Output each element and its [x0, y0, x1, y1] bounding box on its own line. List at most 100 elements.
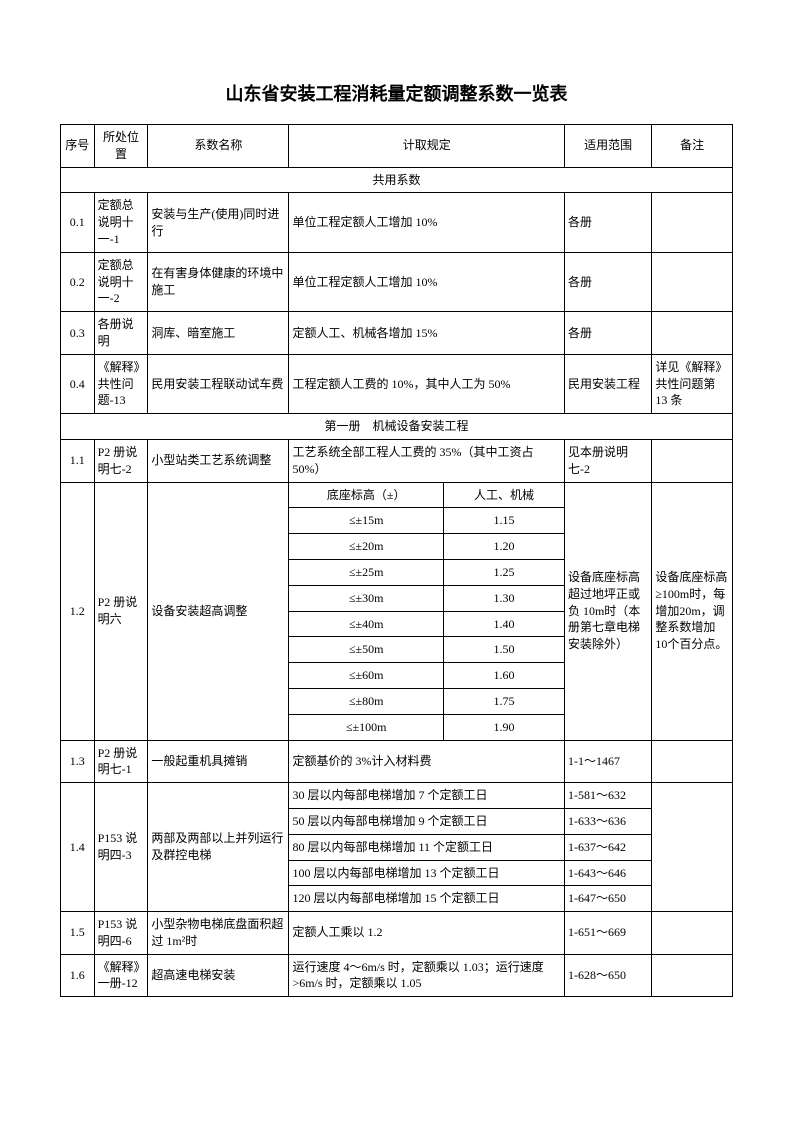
sub-cell-left: ≤±25m: [289, 559, 444, 585]
cell-rule: 80 层以内每部电梯增加 11 个定额工日: [289, 834, 565, 860]
header-seq: 序号: [61, 125, 95, 168]
section-row: 共用系数: [61, 167, 733, 193]
sub-header-right: 人工、机械: [443, 482, 564, 508]
cell-note: [652, 954, 733, 997]
cell-rule: 30 层以内每部电梯增加 7 个定额工日: [289, 783, 565, 809]
sub-cell-right: 1.40: [443, 611, 564, 637]
table-row: 1.2 P2 册说明六 设备安装超高调整 底座标高（±） 人工、机械 设备底座标…: [61, 482, 733, 508]
cell-name: 两部及两部以上并列运行及群控电梯: [148, 783, 289, 912]
cell-scope: 1-628～650: [564, 954, 651, 997]
sub-cell-left: ≤±20m: [289, 534, 444, 560]
cell-note: [652, 740, 733, 783]
cell-seq: 1.3: [61, 740, 95, 783]
sub-cell-right: 1.50: [443, 637, 564, 663]
header-note: 备注: [652, 125, 733, 168]
cell-loc: 《解释》一册-12: [94, 954, 148, 997]
cell-name: 一般起重机具摊销: [148, 740, 289, 783]
cell-rule: 单位工程定额人工增加 10%: [289, 193, 565, 252]
cell-scope: 1-643～646: [564, 860, 651, 886]
cell-rule: 工艺系统全部工程人工费的 35%（其中工资占 50%）: [289, 439, 565, 482]
cell-seq: 1.4: [61, 783, 95, 912]
cell-name: 民用安装工程联动试车费: [148, 354, 289, 413]
cell-name: 在有害身体健康的环境中施工: [148, 252, 289, 311]
cell-name: 小型杂物电梯底盘面积超过 1m²时: [148, 912, 289, 955]
header-row: 序号 所处位置 系数名称 计取规定 适用范围 备注: [61, 125, 733, 168]
section1-title: 共用系数: [61, 167, 733, 193]
cell-note: [652, 252, 733, 311]
header-scope: 适用范围: [564, 125, 651, 168]
section2-title: 第一册 机械设备安装工程: [61, 414, 733, 440]
sub-cell-left: ≤±15m: [289, 508, 444, 534]
cell-scope: 1-637～642: [564, 834, 651, 860]
cell-loc: 定额总说明十一-1: [94, 193, 148, 252]
cell-loc: 定额总说明十一-2: [94, 252, 148, 311]
cell-scope: 1-647～650: [564, 886, 651, 912]
sub-cell-right: 1.15: [443, 508, 564, 534]
header-name: 系数名称: [148, 125, 289, 168]
cell-scope: 见本册说明七-2: [564, 439, 651, 482]
cell-seq: 1.5: [61, 912, 95, 955]
sub-cell-left: ≤±80m: [289, 688, 444, 714]
cell-seq: 0.2: [61, 252, 95, 311]
cell-scope: 各册: [564, 252, 651, 311]
header-loc: 所处位置: [94, 125, 148, 168]
cell-loc: P2 册说明七-2: [94, 439, 148, 482]
cell-note: [652, 783, 733, 912]
cell-note: [652, 439, 733, 482]
cell-rule: 定额基价的 3%计入材料费: [289, 740, 565, 783]
cell-rule: 100 层以内每部电梯增加 13 个定额工日: [289, 860, 565, 886]
cell-name: 设备安装超高调整: [148, 482, 289, 740]
cell-loc: P153 说明四-6: [94, 912, 148, 955]
cell-loc: P2 册说明七-1: [94, 740, 148, 783]
sub-cell-right: 1.90: [443, 714, 564, 740]
cell-scope: 各册: [564, 193, 651, 252]
cell-seq: 1.6: [61, 954, 95, 997]
cell-note: [652, 912, 733, 955]
main-table: 序号 所处位置 系数名称 计取规定 适用范围 备注 共用系数 0.1 定额总说明…: [60, 124, 733, 997]
sub-cell-right: 1.20: [443, 534, 564, 560]
cell-note: 详见《解释》共性问题第 13 条: [652, 354, 733, 413]
header-rule: 计取规定: [289, 125, 565, 168]
table-row: 1.5 P153 说明四-6 小型杂物电梯底盘面积超过 1m²时 定额人工乘以 …: [61, 912, 733, 955]
table-row: 0.2 定额总说明十一-2 在有害身体健康的环境中施工 单位工程定额人工增加 1…: [61, 252, 733, 311]
cell-loc: P2 册说明六: [94, 482, 148, 740]
sub-cell-left: ≤±50m: [289, 637, 444, 663]
sub-cell-right: 1.60: [443, 663, 564, 689]
cell-scope: 各册: [564, 312, 651, 355]
cell-loc: 各册说明: [94, 312, 148, 355]
table-row: 1.3 P2 册说明七-1 一般起重机具摊销 定额基价的 3%计入材料费 1-1…: [61, 740, 733, 783]
section-row: 第一册 机械设备安装工程: [61, 414, 733, 440]
cell-rule: 定额人工、机械各增加 15%: [289, 312, 565, 355]
cell-rule: 单位工程定额人工增加 10%: [289, 252, 565, 311]
cell-loc: 《解释》共性问题-13: [94, 354, 148, 413]
table-row: 1.1 P2 册说明七-2 小型站类工艺系统调整 工艺系统全部工程人工费的 35…: [61, 439, 733, 482]
cell-seq: 1.2: [61, 482, 95, 740]
cell-seq: 1.1: [61, 439, 95, 482]
cell-scope: 1-633～636: [564, 808, 651, 834]
cell-name: 超高速电梯安装: [148, 954, 289, 997]
sub-cell-left: ≤±100m: [289, 714, 444, 740]
page-title: 山东省安装工程消耗量定额调整系数一览表: [60, 80, 733, 106]
table-row: 0.3 各册说明 洞库、暗室施工 定额人工、机械各增加 15% 各册: [61, 312, 733, 355]
cell-seq: 0.4: [61, 354, 95, 413]
sub-cell-left: ≤±30m: [289, 585, 444, 611]
cell-rule: 定额人工乘以 1.2: [289, 912, 565, 955]
cell-note: 设备底座标高≥100m时，每增加20m，调整系数增加 10个百分点。: [652, 482, 733, 740]
cell-note: [652, 193, 733, 252]
cell-name: 安装与生产(使用)同时进行: [148, 193, 289, 252]
cell-scope: 1-1～1467: [564, 740, 651, 783]
cell-seq: 0.1: [61, 193, 95, 252]
cell-seq: 0.3: [61, 312, 95, 355]
cell-note: [652, 312, 733, 355]
table-row: 0.4 《解释》共性问题-13 民用安装工程联动试车费 工程定额人工费的 10%…: [61, 354, 733, 413]
cell-rule: 工程定额人工费的 10%，其中人工为 50%: [289, 354, 565, 413]
table-row: 0.1 定额总说明十一-1 安装与生产(使用)同时进行 单位工程定额人工增加 1…: [61, 193, 733, 252]
sub-cell-left: ≤±40m: [289, 611, 444, 637]
cell-scope: 设备底座标高超过地坪正或负 10m时（本册第七章电梯安装除外）: [564, 482, 651, 740]
cell-rule: 120 层以内每部电梯增加 15 个定额工日: [289, 886, 565, 912]
sub-cell-right: 1.75: [443, 688, 564, 714]
table-row: 1.4 P153 说明四-3 两部及两部以上并列运行及群控电梯 30 层以内每部…: [61, 783, 733, 809]
sub-cell-left: ≤±60m: [289, 663, 444, 689]
cell-name: 小型站类工艺系统调整: [148, 439, 289, 482]
sub-header-left: 底座标高（±）: [289, 482, 444, 508]
